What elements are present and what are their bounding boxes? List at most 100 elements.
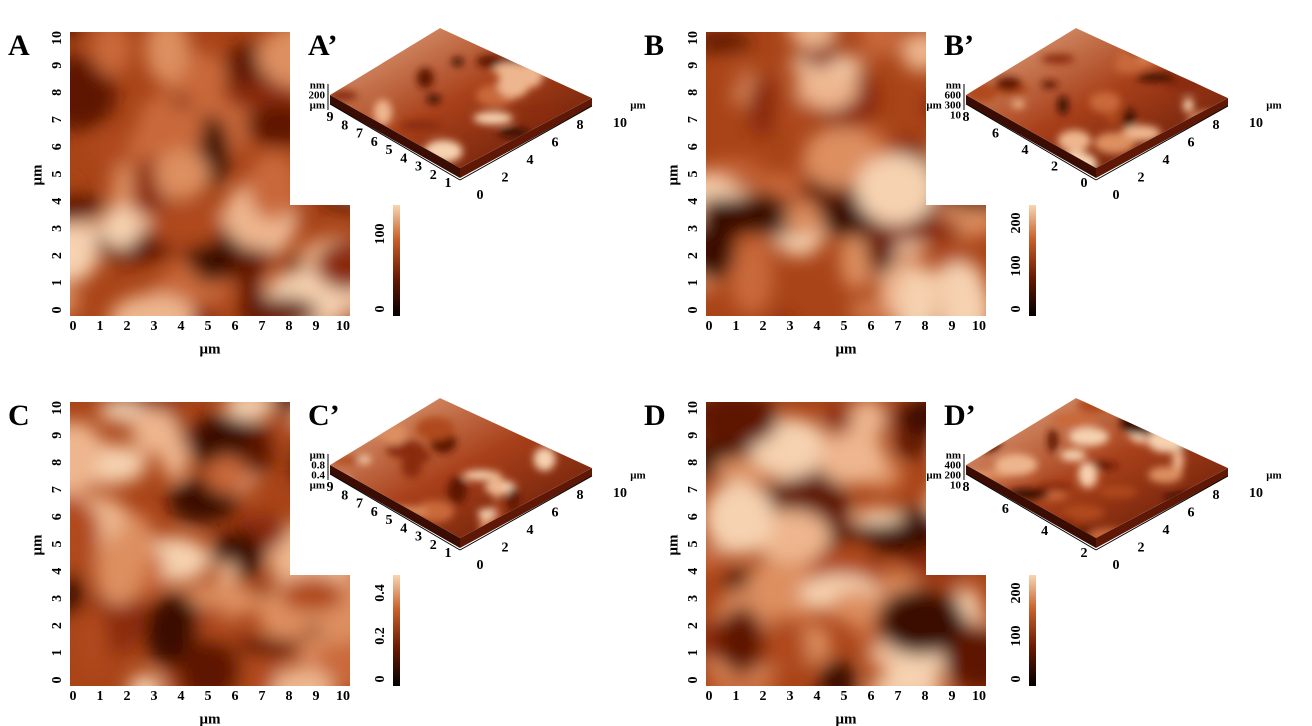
texture-blob <box>789 8 837 49</box>
surface-bump <box>977 435 1000 452</box>
x-tick-label: 0 <box>70 689 77 704</box>
surface-bump <box>473 112 512 125</box>
x-axis-label: μm <box>836 341 858 357</box>
surface-bump <box>1078 462 1095 486</box>
x-tick-label: 3 <box>151 319 158 334</box>
surface-bump <box>575 527 589 547</box>
texture-blob <box>924 145 959 165</box>
surface-bump <box>1204 41 1233 62</box>
y-tick-label: 10 <box>50 401 65 415</box>
surface-bump <box>417 68 434 89</box>
panel: C012345678910012345678910μmμm00.20.4C’μm… <box>8 375 646 726</box>
surface-bump <box>536 51 572 62</box>
colorbar-tick-label: 0 <box>1009 306 1024 313</box>
y-axis-label: μm <box>29 164 45 186</box>
texture-blob <box>37 224 99 283</box>
panel: D012345678910012345678910μmμm0100200D’nm… <box>644 389 1282 726</box>
y-tick-label: 6 <box>686 143 701 150</box>
texture-blob <box>779 93 804 131</box>
surface-bump <box>540 60 575 77</box>
width-tick-label: 2 <box>502 171 509 186</box>
depth-tick-label: 8 <box>341 118 348 133</box>
y-tick-label: 0 <box>50 307 65 314</box>
colorbar-tick-label: 0 <box>373 306 388 313</box>
depth-tick-label: 1 <box>445 176 452 191</box>
texture-blob <box>817 431 886 484</box>
depth-tick-label: 6 <box>1002 502 1009 517</box>
surface-bump <box>545 407 573 432</box>
x-tick-label: 8 <box>922 689 929 704</box>
texture-blob <box>78 606 108 676</box>
y-tick-label: 6 <box>50 143 65 150</box>
surface-bump <box>1136 73 1177 81</box>
texture-blob <box>690 389 779 448</box>
texture-blob <box>935 262 984 300</box>
texture-blob <box>92 21 131 76</box>
depth-tick-label: 6 <box>992 127 999 142</box>
y-tick-label: 2 <box>50 622 65 629</box>
y-tick-label: 10 <box>50 31 65 45</box>
texture-blob <box>866 648 894 666</box>
panel: A012345678910012345678910μmμm0100A’nm200… <box>8 14 646 357</box>
surface-bump <box>560 416 600 443</box>
colorbar-tick-label: 100 <box>1009 626 1024 647</box>
width-end: 10 <box>613 486 627 501</box>
y-tick-label: 9 <box>686 62 701 69</box>
surface-bump <box>1051 413 1096 429</box>
y-tick-label: 4 <box>50 568 65 575</box>
afm-image <box>669 389 1024 709</box>
y-axis-label: μm <box>665 164 681 186</box>
x-tick-label: 5 <box>841 319 848 334</box>
y-tick-label: 8 <box>686 89 701 96</box>
y-tick-label: 10 <box>686 31 701 45</box>
y-tick-label: 9 <box>50 62 65 69</box>
texture-blob <box>206 456 249 494</box>
y-axis-label: μm <box>29 534 45 556</box>
texture-blob <box>786 206 823 237</box>
surface <box>964 22 1238 178</box>
colorbar <box>393 575 400 686</box>
y-tick-label: 6 <box>50 513 65 520</box>
surface-bump <box>1146 397 1164 423</box>
colorbar-tick-label: 0.2 <box>373 627 388 645</box>
texture-blob <box>704 481 774 556</box>
z-axis-label: μm <box>310 480 325 492</box>
surface-bump <box>1120 410 1158 434</box>
x-tick-label: 10 <box>972 319 986 334</box>
y-tick-label: 4 <box>686 568 701 575</box>
surface-bump <box>1159 403 1192 428</box>
surface-bump <box>550 394 591 412</box>
y-tick-label: 7 <box>50 486 65 493</box>
surface-bump <box>426 95 440 104</box>
y-tick-label: 8 <box>50 459 65 466</box>
depth-tick-label: 0 <box>1081 176 1088 191</box>
texture-blob <box>102 206 139 249</box>
y-tick-label: 2 <box>686 622 701 629</box>
texture-blob <box>852 508 904 525</box>
width-tick-label: 8 <box>577 488 584 503</box>
z-axis-label: 10 <box>950 480 962 492</box>
x-tick-label: 6 <box>232 689 239 704</box>
width-unit: μm <box>630 470 645 482</box>
surface-3d <box>954 397 1228 548</box>
surface-bump <box>1069 428 1109 446</box>
surface-bump <box>416 417 455 440</box>
y-tick-label: 10 <box>686 401 701 415</box>
texture-blob <box>971 144 1010 191</box>
x-tick-label: 7 <box>259 319 266 334</box>
x-tick-label: 1 <box>733 319 740 334</box>
texture-blob <box>707 160 763 177</box>
colorbar-tick-label: 0 <box>373 676 388 683</box>
y-tick-label: 4 <box>686 198 701 205</box>
texture-blob <box>722 49 746 94</box>
surface-bump <box>1013 530 1056 548</box>
x-tick-label: 9 <box>949 689 956 704</box>
x-tick-label: 4 <box>814 319 821 334</box>
depth-tick-label: 2 <box>1081 546 1088 561</box>
surface-bump <box>317 524 356 546</box>
width-unit: μm <box>1266 100 1281 112</box>
surface-bump <box>1060 449 1085 461</box>
depth-tick-label: 5 <box>386 143 393 158</box>
surface-bump <box>1089 92 1120 113</box>
depth-tick-label: 8 <box>963 110 970 125</box>
